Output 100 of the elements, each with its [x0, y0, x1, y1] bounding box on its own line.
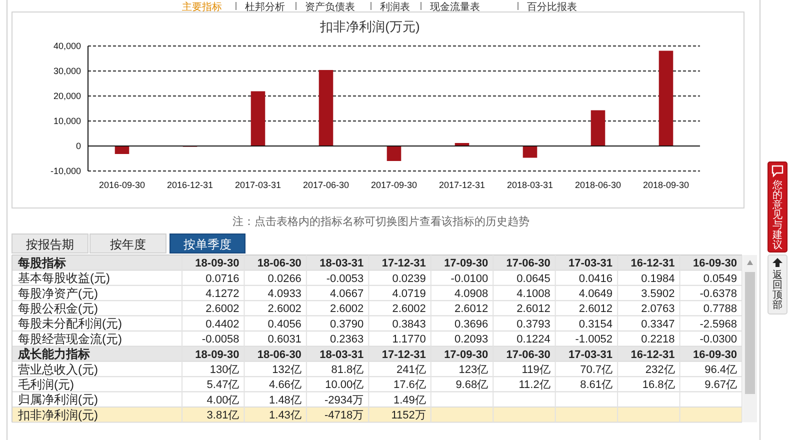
text: 按报告期: [26, 237, 74, 252]
text: 5.47亿: [206, 379, 240, 392]
text: 241亿: [396, 364, 426, 376]
x-tick-label: 2016-09-30: [98, 180, 146, 190]
text: 1.1770: [392, 334, 426, 346]
text: 8.61亿: [580, 379, 613, 392]
text: 0.3154: [578, 318, 613, 330]
text: 2.6002: [392, 303, 426, 316]
x-tick-label: 2018-03-31: [506, 180, 554, 190]
text: 16-09-30: [692, 258, 737, 270]
text: 2.6012: [454, 303, 488, 316]
text: 0.1224: [516, 334, 550, 346]
text: 18-03-31: [320, 258, 364, 270]
text: 16-12-31: [630, 348, 675, 361]
text: 130亿: [210, 364, 240, 376]
text: 3.81亿: [206, 410, 240, 422]
text: -4718万: [324, 410, 364, 422]
text: 17-06-30: [506, 258, 550, 270]
x-tick-label: 2018-06-30: [574, 180, 622, 190]
x-tick-label: 2017-03-31: [234, 180, 282, 190]
category-label: 扣非净利润(元): [18, 408, 98, 422]
text: 16.8亿: [642, 379, 675, 392]
text: 81.8亿: [331, 364, 364, 376]
category-label: 每股公积金(元): [18, 302, 98, 316]
text: 132亿: [272, 364, 302, 376]
text: 18-06-30: [257, 258, 302, 270]
text: 16-09-30: [692, 348, 737, 361]
text: -0.0058: [202, 334, 240, 346]
text: -0.0053: [326, 272, 364, 285]
text: 按年度: [110, 237, 146, 252]
text: 0.2218: [641, 334, 675, 346]
text: -0.0100: [450, 272, 488, 285]
text: -1.0052: [575, 334, 613, 346]
text: 18-03-31: [320, 348, 364, 361]
text: 4.0908: [454, 288, 488, 300]
x-tick-label: 2016-12-31: [166, 180, 214, 190]
text: 119亿: [522, 364, 550, 376]
category-label: 成长能力指标: [18, 347, 90, 362]
text: 您的意见与建议: [772, 179, 782, 251]
text: 0.0716: [206, 272, 240, 285]
text: 4.0667: [330, 288, 364, 300]
text: 0.3696: [454, 318, 488, 330]
text: 17.6亿: [393, 379, 426, 392]
text: 4.66亿: [269, 379, 302, 392]
text: 9.67亿: [704, 379, 737, 392]
text: 0.2363: [330, 334, 364, 346]
text: 0.0549: [703, 272, 737, 285]
y-tick-label: 40,000: [53, 41, 81, 52]
text: 4.1272: [206, 288, 240, 300]
text: 17-09-30: [444, 258, 488, 270]
text: 2.6012: [578, 303, 613, 316]
text: 70.7亿: [580, 364, 613, 376]
text: 17-12-31: [382, 258, 426, 270]
text: 资产负债表: [305, 1, 355, 13]
x-tick-label: 2017-09-30: [370, 180, 418, 190]
text: 2.6002: [206, 303, 240, 316]
text: 17-03-31: [568, 258, 613, 270]
text: 0.7788: [703, 303, 737, 316]
text: 2.6002: [330, 303, 364, 316]
text: 4.0719: [392, 288, 426, 300]
text: 返回顶部: [772, 269, 782, 311]
text: 17-03-31: [568, 348, 613, 361]
text: 0.1984: [641, 272, 675, 285]
x-tick-label: 2018-09-30: [642, 180, 690, 190]
x-tick-label: 2017-06-30: [302, 180, 350, 190]
text: 0.3843: [392, 318, 426, 330]
text: 4.0649: [578, 288, 613, 300]
text: 123亿: [458, 364, 488, 376]
text: 4.00亿: [206, 394, 240, 406]
text: 0.3793: [516, 318, 550, 330]
text: 0.3790: [330, 318, 364, 330]
text: 0.2093: [454, 334, 488, 346]
text: 2.0763: [641, 303, 675, 316]
category-label: 归属净利润(元): [18, 392, 98, 407]
text: 0.3347: [641, 318, 675, 330]
text: 2.6002: [268, 303, 302, 316]
text: 主要指标: [182, 1, 222, 13]
category-label: 每股指标: [18, 256, 66, 270]
text: 1.48亿: [269, 394, 302, 406]
category-label: 每股未分配利润(元): [18, 316, 122, 331]
text: -2934万: [324, 394, 364, 406]
text: 17-09-30: [444, 348, 488, 361]
category-label: 每股经营现金流(元): [18, 332, 122, 346]
text: 按单季度: [184, 237, 232, 252]
text: 0.0266: [268, 272, 302, 285]
text: 96.4亿: [704, 364, 737, 376]
text: 232亿: [645, 364, 675, 376]
y-tick-label: -10,000: [50, 166, 81, 176]
text: 0.6031: [268, 334, 302, 346]
text: 利润表: [380, 1, 410, 13]
text: 17-12-31: [382, 348, 426, 361]
category-label: 基本每股收益(元): [18, 271, 110, 286]
text: 1.49亿: [393, 394, 426, 406]
x-tick-label: 2017-12-31: [438, 180, 486, 190]
text: -0.6378: [700, 288, 737, 300]
text: 1152万: [391, 410, 426, 422]
text: 百分比报表: [527, 1, 577, 13]
text: -0.0300: [700, 334, 737, 346]
y-tick-label: 0: [76, 141, 81, 152]
text: 0.4056: [268, 318, 302, 330]
